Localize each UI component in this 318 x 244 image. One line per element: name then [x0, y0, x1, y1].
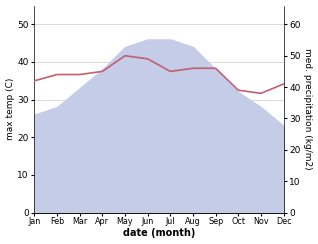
X-axis label: date (month): date (month) [123, 228, 195, 238]
Y-axis label: max temp (C): max temp (C) [5, 78, 15, 140]
Y-axis label: med. precipitation (kg/m2): med. precipitation (kg/m2) [303, 48, 313, 170]
